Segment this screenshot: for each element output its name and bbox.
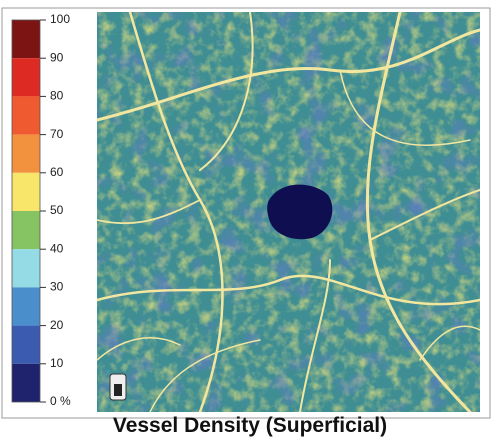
tick-label: 60 — [50, 165, 64, 179]
tick-label: 30 — [50, 280, 64, 294]
tick-label: 50 — [50, 203, 64, 217]
tick-label: 0 % — [50, 394, 71, 408]
tick-label: 80 — [50, 89, 64, 103]
tick-label: 90 — [50, 50, 64, 64]
tick-label: 20 — [50, 318, 64, 332]
colorbar-band — [12, 173, 40, 211]
tick-label: 10 — [50, 356, 64, 370]
colorbar-band — [12, 364, 40, 402]
colorbar-band — [12, 135, 40, 173]
tick-label: 100 — [50, 12, 70, 26]
colorbar-band — [12, 58, 40, 96]
colorbar-band — [12, 211, 40, 249]
screen: 100 90 80 70 60 50 40 30 20 10 0 % Vessel Density … — [0, 0, 492, 442]
density-map — [97, 12, 480, 412]
colorbar-band — [12, 326, 40, 364]
tick-label: 40 — [50, 241, 64, 255]
colorbar-band — [12, 96, 40, 134]
caption: Vessel Density (Superficial) — [113, 414, 387, 437]
colorbar-band — [12, 287, 40, 325]
tick-label: 70 — [50, 127, 64, 141]
colorbar-band — [12, 249, 40, 287]
colorbar-band — [12, 20, 40, 58]
